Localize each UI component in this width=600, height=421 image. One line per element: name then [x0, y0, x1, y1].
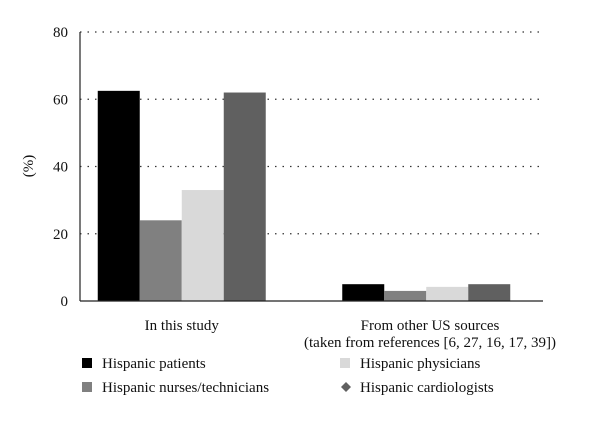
y-axis-title: (%) [21, 155, 37, 178]
y-tick-label: 40 [53, 160, 68, 176]
bar-hispanic-patients-1 [342, 284, 385, 301]
bar-hispanic-cardiologists-0 [223, 92, 266, 302]
legend-item: Hispanic cardiologists [341, 380, 494, 396]
bar-hispanic-cardiologists-1 [468, 284, 511, 301]
legend: Hispanic patients Hispanic nurses/technic… [82, 356, 494, 396]
bars [97, 90, 511, 302]
y-tick-label: 60 [53, 92, 68, 108]
legend-label: Hispanic nurses/technicians [102, 380, 269, 396]
bar-hispanic-nurses-technicians-1 [384, 290, 427, 301]
legend-item: Hispanic nurses/technicians [82, 380, 269, 396]
bar-hispanic-nurses-technicians-0 [139, 220, 182, 301]
y-tick-label: 20 [53, 227, 68, 243]
legend-swatch [82, 358, 92, 368]
category-label: From other US sources (taken from referen… [304, 318, 556, 351]
legend-swatch [340, 358, 350, 368]
y-tick-label: 80 [53, 25, 68, 41]
category-labels: In this study From other US sources (taken… [145, 318, 556, 351]
legend-item: Hispanic physicians [340, 356, 481, 372]
legend-item: Hispanic patients [82, 356, 206, 372]
bar-hispanic-patients-0 [97, 90, 140, 301]
y-tick-label: 0 [61, 294, 69, 310]
bar-hispanic-physicians-1 [426, 286, 469, 301]
legend-swatch [82, 382, 92, 392]
legend-swatch [341, 382, 351, 392]
bar-hispanic-physicians-0 [181, 190, 224, 301]
legend-label: Hispanic physicians [360, 356, 481, 372]
axes [79, 32, 543, 302]
y-tick-labels: 0 20 40 60 80 [53, 25, 68, 310]
gridlines [80, 31, 543, 235]
legend-label: Hispanic patients [102, 356, 206, 372]
category-label: In this study [145, 318, 220, 334]
legend-label: Hispanic cardiologists [360, 380, 494, 396]
